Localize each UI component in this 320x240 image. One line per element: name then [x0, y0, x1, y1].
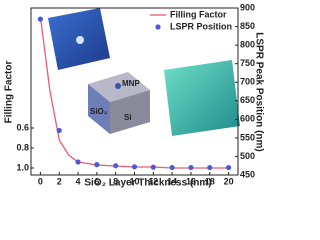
y-tick-label: 0.8 — [16, 142, 29, 152]
data-point — [169, 164, 175, 171]
annotation: SiO₂ — [90, 107, 108, 116]
y2-tick-label: 850 — [240, 21, 255, 31]
y2-axis-label: LSPR Peak Position (nm) — [253, 32, 264, 151]
legend-label: Filling Factor — [170, 9, 227, 19]
x-tick-label: 14 — [167, 176, 177, 186]
inset-images — [48, 8, 240, 136]
x-tick-label: 8 — [113, 176, 118, 186]
x-tick-label: 10 — [129, 176, 139, 186]
inset-particle — [76, 36, 84, 44]
y-tick-label: 0.6 — [16, 122, 29, 132]
y2-tick-label: 500 — [240, 151, 255, 161]
y2-tick-label: 800 — [240, 39, 255, 49]
y-axis-label: Filling Factor — [4, 61, 15, 124]
inset-mnp — [115, 83, 121, 89]
data-point — [75, 159, 81, 165]
x-tick-label: 16 — [186, 176, 196, 186]
data-point — [131, 164, 138, 170]
x-tick-label: 6 — [94, 176, 99, 186]
y2-tick-label: 550 — [240, 132, 255, 142]
inset-box-side — [110, 90, 150, 134]
y2-tick-label: 600 — [240, 114, 255, 124]
data-point — [37, 16, 44, 22]
chart: MNP SiO₂ Si SiO₂ Layer Thickness (nm) Fi… — [4, 2, 264, 189]
data-point — [94, 162, 100, 168]
x-axis-label: SiO₂ Layer Thickness (nm) — [84, 178, 211, 189]
legend-swatch — [155, 24, 161, 30]
y-tick-label: 1.0 — [16, 162, 29, 172]
inset-right — [164, 60, 240, 136]
y2-tick-label: 650 — [240, 95, 255, 105]
x-tick-label: 20 — [224, 176, 234, 186]
y2-tick-label: 700 — [240, 77, 255, 87]
x-tick-label: 2 — [57, 176, 62, 186]
y2-tick-label: 750 — [240, 58, 255, 68]
data-point — [225, 164, 232, 171]
annotation: Si — [124, 113, 132, 122]
annotation: MNP — [122, 79, 140, 88]
data-point — [113, 163, 119, 169]
y2-tick-label: 900 — [240, 2, 255, 12]
legend-label: LSPR Position — [170, 21, 232, 31]
data-point — [56, 127, 62, 134]
data-point — [207, 164, 213, 171]
x-tick-label: 0 — [38, 176, 43, 186]
data-point — [188, 164, 194, 171]
y2-tick-label: 450 — [240, 169, 255, 179]
x-tick-label: 18 — [205, 176, 215, 186]
inset-box-front — [88, 84, 110, 134]
data-point — [150, 164, 156, 170]
x-tick-label: 4 — [76, 176, 81, 186]
x-tick-label: 12 — [148, 176, 158, 186]
